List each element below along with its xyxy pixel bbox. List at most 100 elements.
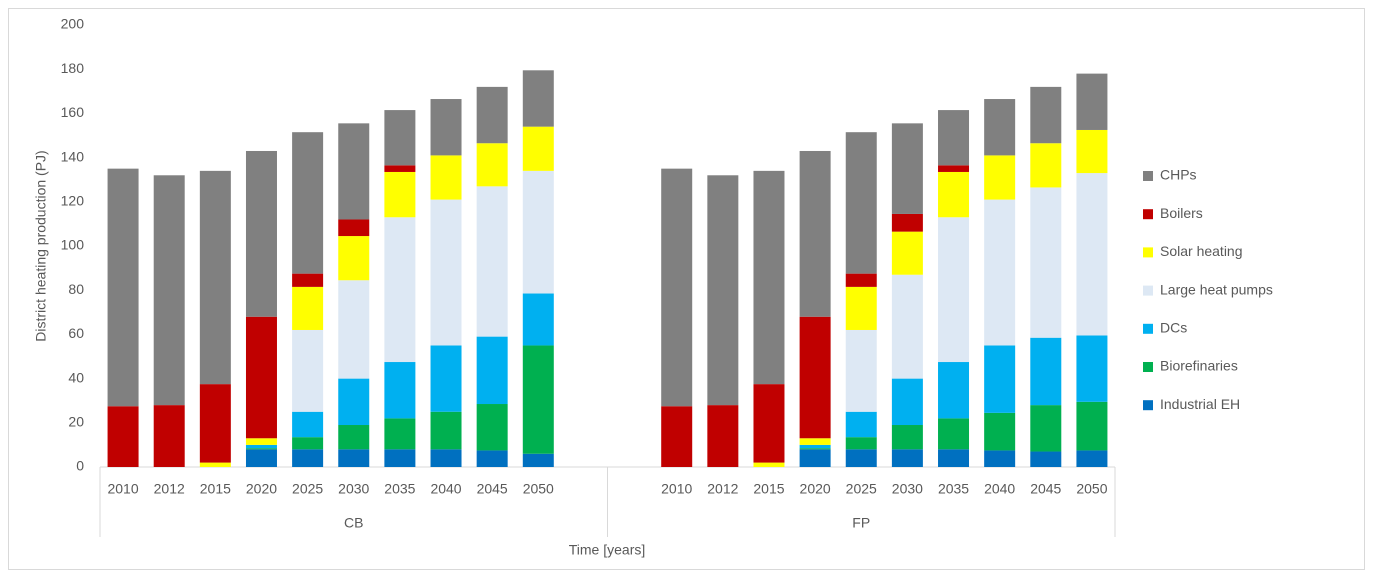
bar-segment: [522, 293, 554, 346]
x-tick-label: 2025: [846, 481, 877, 497]
y-tick-label: 80: [68, 281, 84, 297]
bar-segment: [1076, 129, 1108, 174]
bar-segment: [199, 170, 231, 385]
x-tick-label: 2035: [384, 481, 415, 497]
bar-segment: [384, 418, 416, 450]
bar-segment: [292, 286, 324, 330]
x-tick-label: 2010: [661, 481, 692, 497]
bar-segment: [476, 450, 508, 467]
x-tick-label: 2040: [984, 481, 1015, 497]
bar-segment: [938, 449, 970, 467]
x-tick-label: 2035: [938, 481, 969, 497]
group-label: CB: [344, 515, 363, 531]
legend-swatch: [1143, 362, 1153, 372]
bar-segment: [984, 155, 1016, 200]
legend-swatch: [1143, 285, 1153, 296]
bar-segment: [476, 186, 508, 337]
bar-segment: [384, 449, 416, 467]
bar-segment: [799, 444, 831, 449]
bar-segment: [245, 444, 277, 449]
bar-segment: [430, 99, 462, 156]
bar-segment: [245, 448, 277, 450]
bar-segment: [891, 378, 923, 426]
bar-segment: [984, 199, 1016, 346]
bar-segment: [338, 236, 370, 281]
bar-segment: [938, 362, 970, 419]
legend-label: Industrial EH: [1160, 396, 1240, 412]
y-tick-label: 200: [61, 16, 85, 32]
bar-segment: [938, 165, 970, 172]
x-tick-label: 2050: [523, 481, 554, 497]
bar-segment: [799, 449, 831, 467]
x-tick-label: 2045: [477, 481, 508, 497]
bar-segment: [984, 450, 1016, 467]
x-tick-label: 2030: [338, 481, 369, 497]
bar-segment: [1076, 450, 1108, 467]
bar-segment: [384, 171, 416, 218]
bar-segment: [107, 406, 139, 467]
bar-segment: [338, 123, 370, 220]
bar-segment: [430, 411, 462, 450]
bar-segment: [153, 405, 185, 467]
y-tick-label: 180: [61, 60, 85, 76]
bar-segment: [891, 274, 923, 379]
y-tick-label: 60: [68, 325, 84, 341]
bar-segment: [891, 449, 923, 467]
bar-segment: [1076, 401, 1108, 451]
group-label: FP: [852, 515, 870, 531]
bar-segment: [430, 199, 462, 346]
legend-label: Large heat pumps: [1160, 281, 1273, 297]
bar-segment: [245, 449, 277, 467]
bar-segment: [522, 345, 554, 454]
bar-segment: [845, 286, 877, 330]
y-tick-label: 20: [68, 414, 84, 430]
x-tick-label: 2040: [430, 481, 461, 497]
bar-segment: [799, 448, 831, 450]
bar-segment: [384, 165, 416, 172]
legend-swatch: [1143, 247, 1153, 258]
bar-segment: [522, 70, 554, 127]
y-tick-label: 0: [76, 458, 84, 474]
bar-segment: [522, 126, 554, 171]
bar-segment: [1030, 451, 1062, 467]
bar-segment: [292, 132, 324, 274]
bar-segment: [1030, 405, 1062, 452]
bar-segment: [845, 329, 877, 412]
y-tick-label: 100: [61, 237, 85, 253]
bar-segment: [338, 378, 370, 426]
bar-segment: [707, 175, 739, 406]
bar-segment: [938, 217, 970, 363]
legend-label: Boilers: [1160, 205, 1203, 221]
bar-segment: [476, 143, 508, 187]
y-tick-label: 120: [61, 193, 85, 209]
bar-segment: [845, 273, 877, 287]
bar-segment: [430, 345, 462, 412]
x-tick-label: 2045: [1030, 481, 1061, 497]
bar-segment: [1076, 73, 1108, 130]
x-tick-label: 2020: [246, 481, 277, 497]
bar-segment: [476, 86, 508, 144]
legend-swatch: [1143, 323, 1153, 334]
legend-label: Solar heating: [1160, 243, 1243, 259]
bar-segment: [845, 411, 877, 438]
bar-segment: [938, 171, 970, 218]
bar-segment: [984, 99, 1016, 156]
bar-segment: [430, 449, 462, 467]
bar-segment: [938, 110, 970, 166]
x-tick-label: 2030: [892, 481, 923, 497]
bar-segment: [753, 384, 785, 463]
bar-segment: [107, 168, 139, 407]
bar-segment: [799, 438, 831, 445]
x-axis-label: Time [years]: [569, 542, 646, 558]
bar-segment: [292, 329, 324, 412]
bar-segment: [707, 405, 739, 467]
y-axis-label: District heating production (PJ): [33, 150, 49, 341]
bar-segment: [984, 345, 1016, 413]
bar-segment: [522, 170, 554, 294]
bar-segment: [338, 425, 370, 450]
bar-segment: [384, 110, 416, 166]
bar-segment: [153, 175, 185, 406]
bar-segment: [799, 150, 831, 317]
bar-segment: [292, 411, 324, 438]
